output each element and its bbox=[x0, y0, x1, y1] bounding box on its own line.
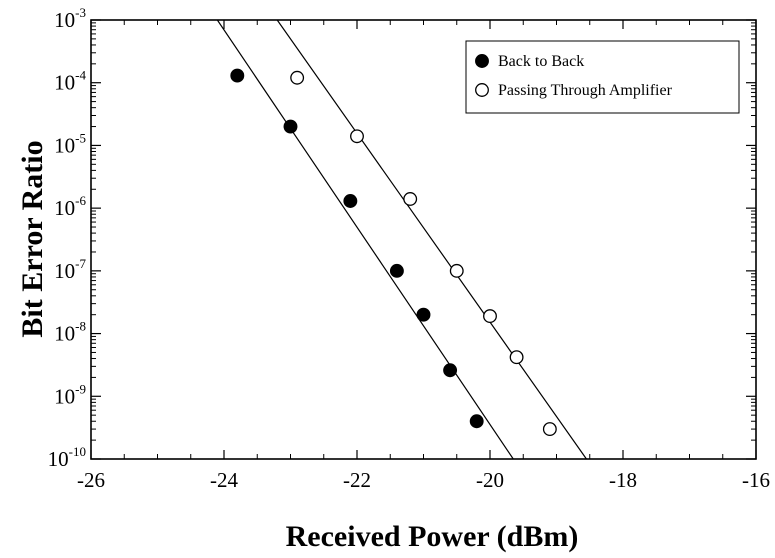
series-2-point bbox=[290, 70, 305, 85]
y-tick-label: 10-8 bbox=[54, 319, 86, 346]
y-tick-label: 10-10 bbox=[48, 444, 86, 471]
y-axis-title: Bit Error Ratio bbox=[16, 140, 49, 337]
y-tick-label: 10-6 bbox=[54, 193, 86, 220]
series-2-point bbox=[483, 309, 497, 324]
series-1-point bbox=[343, 194, 358, 208]
series-2-point bbox=[509, 350, 524, 365]
series-1-point bbox=[230, 68, 245, 83]
fit-line-1 bbox=[216, 20, 514, 459]
legend-label-2: Passing Through Amplifier bbox=[498, 82, 673, 99]
x-axis-title: Received Power (dBm) bbox=[286, 520, 579, 553]
series-1-point bbox=[416, 307, 431, 322]
series-1-point bbox=[283, 119, 298, 134]
x-tick-label: -20 bbox=[476, 468, 504, 492]
x-tick-label: -18 bbox=[609, 468, 637, 492]
legend-marker-1 bbox=[475, 54, 489, 68]
series-1-point bbox=[389, 263, 404, 278]
legend: Back to Back Passing Through Amplifier bbox=[465, 40, 740, 114]
y-tick-label: 10-3 bbox=[54, 5, 86, 32]
y-tick-label: 10-9 bbox=[54, 381, 86, 408]
y-tick-label: 10-7 bbox=[54, 256, 86, 283]
x-tick-label: -26 bbox=[77, 468, 105, 492]
y-tick-label: 10-4 bbox=[54, 68, 86, 95]
legend-box bbox=[465, 40, 740, 114]
axis-layer: -26 -24 -22 -20 -18 -16 10-10 10-9 10-8 10-7 10-6 1… bbox=[48, 5, 770, 492]
legend-marker-2 bbox=[475, 83, 489, 97]
y-tick-label: 10-5 bbox=[54, 130, 86, 157]
fit-line-2 bbox=[276, 20, 587, 459]
x-tick-label: -16 bbox=[742, 468, 770, 492]
plot-layer bbox=[216, 20, 587, 459]
series-2-point bbox=[542, 422, 557, 437]
legend-label-1: Back to Back bbox=[498, 53, 584, 70]
x-tick-label: -22 bbox=[343, 468, 371, 492]
series-1-point bbox=[443, 363, 458, 378]
series-2-point bbox=[350, 129, 364, 144]
series-2-point bbox=[449, 263, 464, 278]
series-1-point bbox=[469, 414, 484, 429]
x-tick-label: -24 bbox=[210, 468, 238, 492]
series-2-point bbox=[403, 192, 418, 206]
